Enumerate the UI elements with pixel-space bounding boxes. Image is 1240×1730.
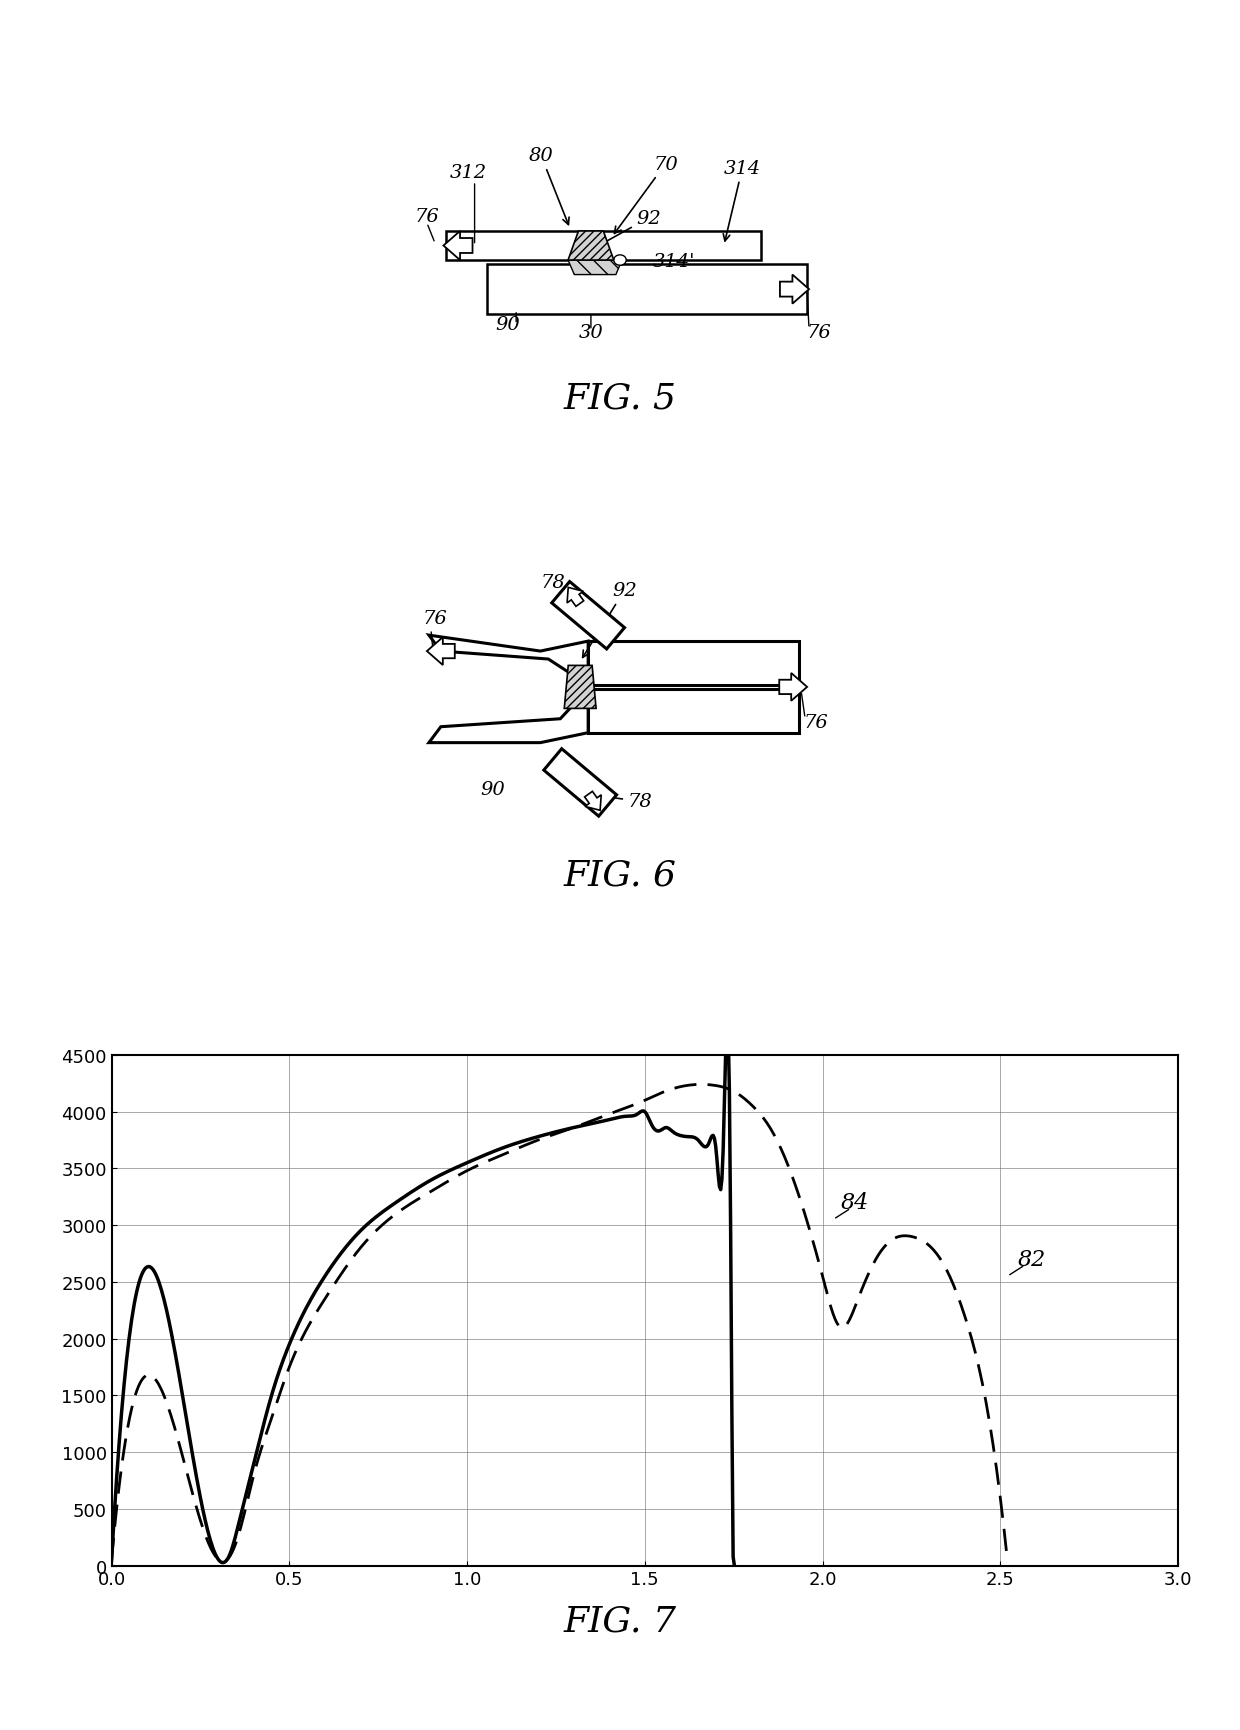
Text: 90: 90 [495, 315, 520, 334]
Text: 80: 80 [528, 147, 569, 225]
Polygon shape [567, 588, 584, 607]
Text: 82: 82 [1018, 1247, 1047, 1270]
Text: 90: 90 [481, 780, 506, 799]
Polygon shape [427, 638, 455, 666]
Polygon shape [779, 673, 807, 701]
Polygon shape [568, 232, 614, 261]
Text: 78: 78 [593, 792, 652, 811]
Text: 78: 78 [541, 574, 573, 600]
Text: 312: 312 [450, 164, 487, 182]
Polygon shape [780, 275, 808, 304]
Polygon shape [544, 749, 616, 817]
Polygon shape [444, 232, 472, 261]
Text: 92: 92 [583, 581, 637, 657]
Text: 92: 92 [599, 209, 661, 246]
Text: 76: 76 [423, 611, 448, 628]
Polygon shape [588, 690, 799, 734]
Polygon shape [564, 666, 596, 709]
Text: 76: 76 [414, 208, 439, 225]
Polygon shape [429, 690, 588, 744]
Ellipse shape [614, 256, 626, 266]
Polygon shape [445, 232, 761, 261]
Text: 84: 84 [841, 1192, 868, 1213]
Polygon shape [584, 792, 601, 811]
Text: 314': 314' [653, 253, 696, 272]
Polygon shape [588, 642, 799, 685]
Text: 30: 30 [578, 324, 603, 343]
Text: 314: 314 [723, 159, 761, 242]
Text: 76: 76 [804, 713, 828, 732]
Polygon shape [429, 637, 588, 685]
Polygon shape [568, 261, 622, 275]
Text: 76: 76 [807, 324, 832, 343]
Text: FIG. 5: FIG. 5 [563, 381, 677, 415]
Text: FIG. 7: FIG. 7 [563, 1604, 677, 1638]
Polygon shape [487, 265, 807, 315]
Polygon shape [552, 583, 625, 649]
Text: 70: 70 [615, 156, 678, 234]
Text: FIG. 6: FIG. 6 [563, 858, 677, 891]
